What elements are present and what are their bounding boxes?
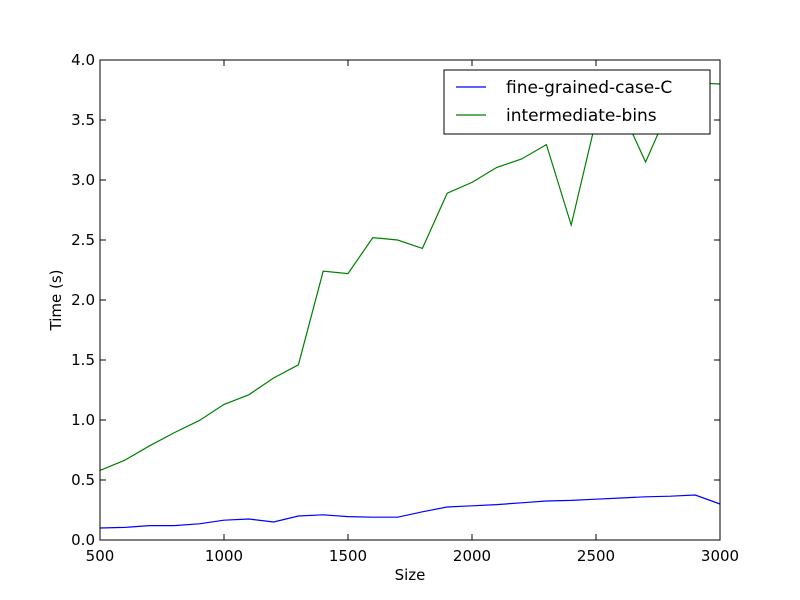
- y-tick-label: 0.5: [71, 471, 95, 489]
- legend-label-intermediate-bins: intermediate-bins: [506, 106, 657, 126]
- y-tick-label: 1.5: [71, 351, 95, 369]
- y-tick-label: 4.0: [71, 51, 95, 69]
- y-tick-label: 2.5: [71, 231, 95, 249]
- legend-label-fine-grained-case-C: fine-grained-case-C: [506, 78, 672, 98]
- x-axis-label: Size: [395, 566, 426, 584]
- x-tick-label: 2500: [577, 547, 615, 565]
- y-tick-label: 1.0: [71, 411, 95, 429]
- y-tick-label: 0.0: [71, 531, 95, 549]
- x-tick-label: 2000: [453, 547, 491, 565]
- x-tick-label: 3000: [701, 547, 739, 565]
- legend: fine-grained-case-C intermediate-bins: [443, 69, 711, 135]
- x-tick-label: 1000: [205, 547, 243, 565]
- legend-box: [443, 69, 711, 135]
- x-tick-label: 500: [86, 547, 115, 565]
- y-tick-label: 3.0: [71, 171, 95, 189]
- axis-ticks: 500 1000 1500 2000 2500 3000 0.0 0.5 1.0 1.5 2.0 2.…: [71, 51, 739, 565]
- y-axis-label: Time (s): [47, 270, 65, 332]
- x-tick-label: 1500: [329, 547, 367, 565]
- y-tick-label: 2.0: [71, 291, 95, 309]
- y-tick-label: 3.5: [71, 111, 95, 129]
- series-line-fine-grained-case-C: [99, 494, 721, 529]
